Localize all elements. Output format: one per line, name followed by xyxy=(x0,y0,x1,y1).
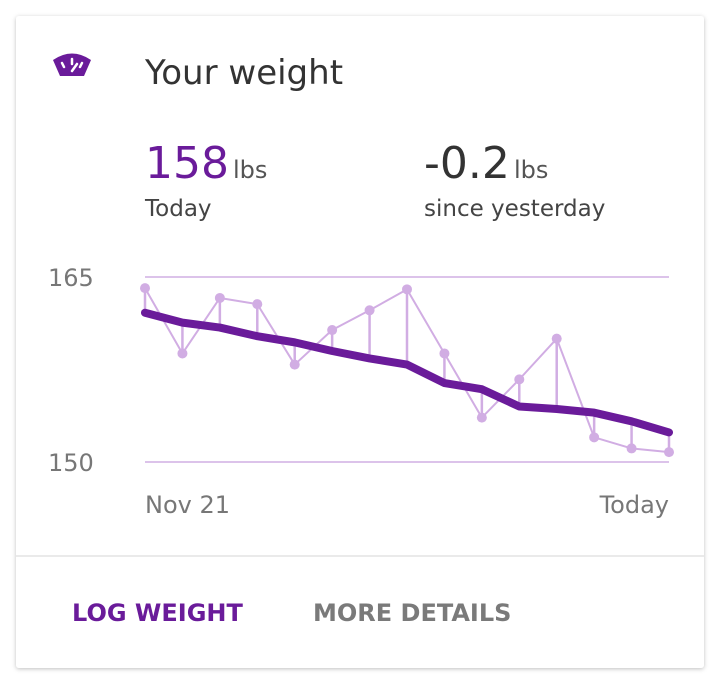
raw-point xyxy=(402,284,412,295)
raw-point xyxy=(289,359,300,370)
stat-label: Today xyxy=(144,196,212,222)
raw-point xyxy=(514,374,525,385)
raw-point xyxy=(364,305,375,316)
raw-point xyxy=(551,333,562,344)
x-tick-label: Nov 21 xyxy=(145,491,230,519)
raw-point xyxy=(327,325,338,336)
y-tick-label: 165 xyxy=(48,264,94,292)
more-details-button[interactable]: MORE DETAILS xyxy=(313,599,511,627)
raw-point xyxy=(664,447,674,458)
stat-value: -0.2 xyxy=(424,138,510,189)
chart: 150 165 Nov 21 Today xyxy=(48,264,674,519)
stat-value: 158 xyxy=(145,138,229,189)
raw-point xyxy=(252,299,263,310)
scale-icon xyxy=(53,53,91,76)
raw-point xyxy=(476,412,487,423)
stat-unit: lbs xyxy=(514,156,548,184)
y-tick-label: 150 xyxy=(48,449,94,477)
log-weight-button[interactable]: LOG WEIGHT xyxy=(72,599,243,627)
card-title: Your weight xyxy=(144,53,343,93)
stat-label: since yesterday xyxy=(424,196,605,222)
raw-point xyxy=(626,443,637,454)
raw-point xyxy=(214,292,225,303)
raw-point xyxy=(140,283,150,294)
trend-line xyxy=(141,308,673,437)
raw-point xyxy=(177,348,188,359)
raw-point xyxy=(589,432,600,443)
card xyxy=(16,16,704,668)
x-tick-label: Today xyxy=(599,491,669,519)
raw-point xyxy=(439,348,450,359)
stat-unit: lbs xyxy=(233,156,267,184)
